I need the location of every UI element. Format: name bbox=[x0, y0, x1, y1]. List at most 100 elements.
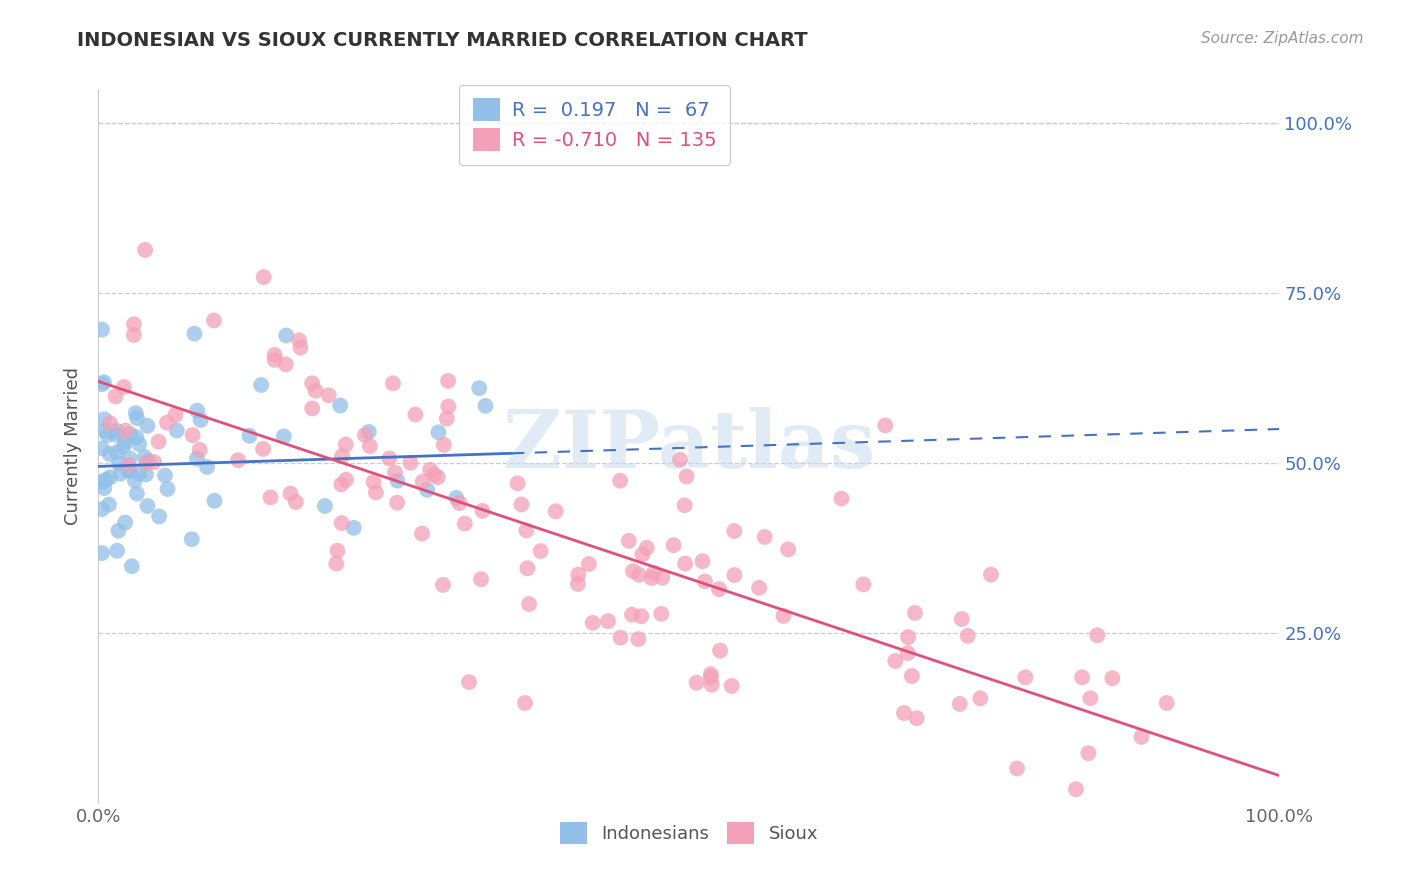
Point bbox=[195, 459, 218, 474]
Point bbox=[609, 631, 631, 645]
Point bbox=[437, 374, 460, 388]
Point bbox=[884, 654, 907, 668]
Point bbox=[627, 632, 650, 647]
Point bbox=[949, 697, 972, 711]
Point bbox=[956, 629, 979, 643]
Point bbox=[91, 546, 114, 560]
Point bbox=[252, 442, 274, 456]
Point bbox=[636, 541, 658, 555]
Point bbox=[112, 440, 135, 454]
Point bbox=[98, 417, 121, 431]
Point bbox=[238, 428, 260, 442]
Point bbox=[513, 696, 536, 710]
Point bbox=[190, 413, 212, 427]
Point bbox=[94, 473, 117, 487]
Point bbox=[122, 328, 145, 343]
Point bbox=[357, 425, 380, 439]
Point bbox=[134, 450, 156, 464]
Point bbox=[143, 455, 166, 469]
Point bbox=[108, 457, 131, 471]
Point bbox=[904, 606, 927, 620]
Point bbox=[1071, 670, 1094, 684]
Point bbox=[662, 538, 685, 552]
Point bbox=[259, 491, 281, 505]
Point bbox=[640, 571, 662, 585]
Point bbox=[419, 463, 441, 477]
Point bbox=[148, 434, 170, 449]
Point bbox=[723, 568, 745, 582]
Point bbox=[620, 607, 643, 622]
Point bbox=[104, 389, 127, 403]
Point bbox=[183, 326, 205, 341]
Point bbox=[314, 499, 336, 513]
Point bbox=[136, 499, 159, 513]
Point bbox=[582, 615, 605, 630]
Point bbox=[517, 597, 540, 611]
Point bbox=[125, 430, 148, 444]
Point bbox=[104, 427, 127, 442]
Point bbox=[156, 416, 179, 430]
Point bbox=[329, 399, 352, 413]
Point bbox=[105, 543, 128, 558]
Point bbox=[98, 470, 121, 484]
Point bbox=[364, 485, 387, 500]
Point bbox=[204, 493, 226, 508]
Point bbox=[118, 451, 141, 466]
Point bbox=[114, 424, 136, 438]
Point bbox=[399, 456, 422, 470]
Point bbox=[1064, 782, 1087, 797]
Point bbox=[471, 504, 494, 518]
Point bbox=[700, 667, 723, 681]
Point bbox=[709, 643, 731, 657]
Point bbox=[754, 530, 776, 544]
Point bbox=[950, 612, 973, 626]
Point bbox=[384, 466, 406, 480]
Point bbox=[118, 464, 141, 478]
Point bbox=[628, 567, 651, 582]
Point bbox=[515, 524, 537, 538]
Point bbox=[107, 524, 129, 538]
Point bbox=[112, 380, 135, 394]
Point bbox=[426, 470, 449, 484]
Point bbox=[468, 381, 491, 395]
Point bbox=[153, 468, 176, 483]
Point bbox=[423, 467, 446, 482]
Point bbox=[436, 411, 458, 425]
Point bbox=[778, 542, 800, 557]
Point bbox=[1130, 730, 1153, 744]
Point bbox=[723, 524, 745, 538]
Point bbox=[433, 438, 456, 452]
Point bbox=[685, 675, 707, 690]
Point bbox=[98, 447, 121, 461]
Point bbox=[897, 646, 920, 660]
Point bbox=[544, 504, 567, 518]
Point bbox=[474, 399, 496, 413]
Point bbox=[226, 453, 249, 467]
Point bbox=[276, 328, 298, 343]
Point bbox=[250, 378, 273, 392]
Point bbox=[387, 474, 409, 488]
Point bbox=[326, 543, 349, 558]
Point bbox=[707, 582, 730, 597]
Point bbox=[91, 322, 114, 336]
Point bbox=[980, 567, 1002, 582]
Point bbox=[609, 474, 631, 488]
Point bbox=[125, 486, 148, 500]
Point bbox=[114, 516, 136, 530]
Legend: Indonesians, Sioux: Indonesians, Sioux bbox=[553, 814, 825, 851]
Point bbox=[138, 454, 160, 468]
Point bbox=[411, 526, 433, 541]
Point bbox=[263, 348, 285, 362]
Point bbox=[1005, 762, 1028, 776]
Point bbox=[304, 384, 326, 398]
Point bbox=[330, 516, 353, 530]
Point bbox=[506, 476, 529, 491]
Point bbox=[359, 439, 381, 453]
Point bbox=[720, 679, 742, 693]
Point bbox=[186, 403, 208, 417]
Point bbox=[253, 270, 276, 285]
Point bbox=[93, 412, 115, 426]
Point bbox=[1085, 628, 1108, 642]
Point bbox=[748, 581, 770, 595]
Point bbox=[288, 334, 311, 348]
